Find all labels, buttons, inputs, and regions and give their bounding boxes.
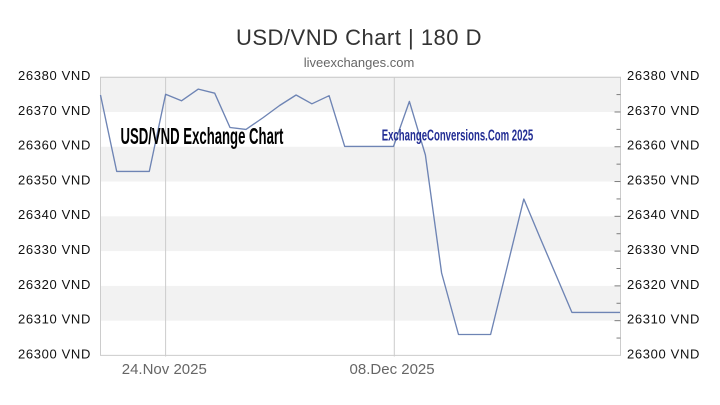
svg-text:26300 VND: 26300 VND xyxy=(18,346,91,361)
svg-text:26310 VND: 26310 VND xyxy=(18,312,91,327)
svg-text:26320 VND: 26320 VND xyxy=(627,277,700,292)
svg-text:liveexchanges.com: liveexchanges.com xyxy=(304,55,415,70)
svg-text:USD/VND Chart | 180 D: USD/VND Chart | 180 D xyxy=(236,25,482,50)
svg-text:26330 VND: 26330 VND xyxy=(18,242,91,257)
svg-text:24.Nov 2025: 24.Nov 2025 xyxy=(122,361,207,378)
svg-text:26380 VND: 26380 VND xyxy=(18,68,91,83)
svg-text:26360 VND: 26360 VND xyxy=(18,138,91,153)
svg-text:26340 VND: 26340 VND xyxy=(18,207,91,222)
svg-text:26310 VND: 26310 VND xyxy=(627,312,700,327)
svg-text:26350 VND: 26350 VND xyxy=(18,172,91,187)
svg-text:26340 VND: 26340 VND xyxy=(627,207,700,222)
svg-text:26360 VND: 26360 VND xyxy=(627,138,700,153)
svg-text:26370 VND: 26370 VND xyxy=(18,103,91,118)
svg-text:26300 VND: 26300 VND xyxy=(627,346,700,361)
svg-text:USD/VND Exchange Chart: USD/VND Exchange Chart xyxy=(121,123,284,149)
svg-text:26370 VND: 26370 VND xyxy=(627,103,700,118)
svg-text:08.Dec 2025: 08.Dec 2025 xyxy=(350,361,435,378)
svg-text:26320 VND: 26320 VND xyxy=(18,277,91,292)
svg-text:26380 VND: 26380 VND xyxy=(627,68,700,83)
svg-text:ExchangeConversions.Com 2025: ExchangeConversions.Com 2025 xyxy=(382,126,533,144)
svg-text:26350 VND: 26350 VND xyxy=(627,172,700,187)
svg-text:26330 VND: 26330 VND xyxy=(627,242,700,257)
